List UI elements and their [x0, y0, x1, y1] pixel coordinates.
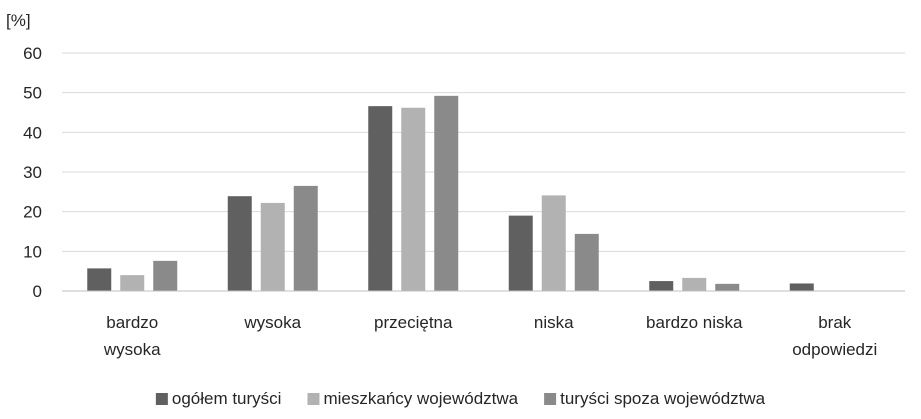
bar: [682, 277, 707, 291]
bar: [120, 275, 145, 291]
category-labels: bardzo wysoka wysoka przeciętna niska bardzo …: [103, 313, 877, 359]
y-tick-label: 60: [23, 44, 42, 63]
bar: [574, 233, 599, 291]
legend: ogółem turyści mieszkańcy województwa tury…: [155, 389, 766, 408]
legend-swatch: [155, 393, 168, 405]
category-label: bardzo niska: [646, 313, 743, 332]
legend-label: ogółem turyści: [172, 389, 282, 408]
legend-label: mieszkańcy województwa: [323, 389, 518, 408]
bar: [153, 260, 178, 291]
y-tick-label: 10: [23, 242, 42, 261]
category-label: odpowiedzi: [792, 340, 877, 359]
bar: [368, 106, 393, 291]
bar: [293, 185, 318, 291]
bar: [401, 107, 426, 292]
bars: [87, 95, 814, 292]
bar: [227, 196, 252, 291]
category-label: brak: [818, 313, 852, 332]
legend-label: turyści spoza województwa: [560, 389, 766, 408]
category-label: wysoka: [243, 313, 301, 332]
y-tick-label: 30: [23, 163, 42, 182]
legend-swatch: [307, 393, 320, 405]
bar: [649, 281, 674, 291]
category-label: niska: [534, 313, 574, 332]
legend-swatch: [544, 393, 557, 405]
y-tick-label: 0: [33, 282, 42, 301]
category-label: wysoka: [103, 340, 161, 359]
y-tick-label: 50: [23, 84, 42, 103]
bar: [87, 268, 112, 291]
y-tick-label: 20: [23, 203, 42, 222]
category-label: przeciętna: [374, 313, 453, 332]
bar: [715, 283, 740, 291]
bar: [789, 283, 814, 291]
category-label: bardzo: [106, 313, 158, 332]
bar: [434, 95, 459, 291]
bar: [508, 215, 533, 291]
bar: [541, 195, 566, 291]
bar: [260, 202, 285, 291]
gridlines: [62, 52, 905, 252]
y-axis-unit-label: [%]: [6, 11, 31, 30]
y-tick-label: 40: [23, 123, 42, 142]
y-axis-ticks: 0 10 20 30 40 50 60: [23, 44, 42, 301]
